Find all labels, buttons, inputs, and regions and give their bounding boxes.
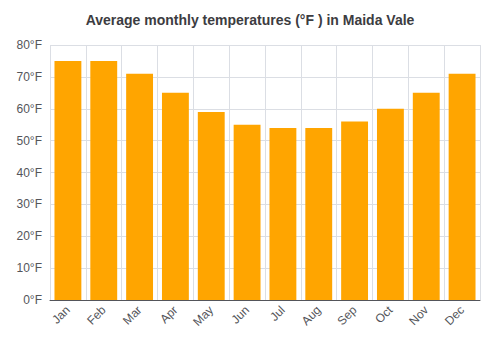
- svg-text:50°F: 50°F: [17, 134, 42, 148]
- svg-text:May: May: [190, 303, 216, 329]
- svg-text:Jun: Jun: [228, 303, 252, 327]
- svg-text:20°F: 20°F: [17, 229, 42, 243]
- svg-text:Jan: Jan: [49, 303, 73, 327]
- svg-text:Apr: Apr: [157, 303, 180, 326]
- svg-text:40°F: 40°F: [17, 166, 42, 180]
- svg-text:10°F: 10°F: [17, 261, 42, 275]
- svg-text:Oct: Oct: [372, 303, 396, 327]
- svg-text:Dec: Dec: [442, 303, 467, 328]
- svg-text:70°F: 70°F: [17, 70, 42, 84]
- svg-text:30°F: 30°F: [17, 197, 42, 211]
- svg-text:0°F: 0°F: [23, 293, 42, 307]
- svg-text:Mar: Mar: [120, 303, 145, 327]
- svg-text:Average monthly temperatures (: Average monthly temperatures (°F ) in Ma…: [86, 12, 415, 28]
- svg-text:Feb: Feb: [84, 303, 109, 328]
- svg-text:Aug: Aug: [299, 303, 324, 328]
- svg-text:Jul: Jul: [267, 303, 288, 324]
- svg-text:80°F: 80°F: [17, 38, 42, 52]
- svg-text:Sep: Sep: [335, 303, 360, 328]
- svg-text:60°F: 60°F: [17, 102, 42, 116]
- svg-text:Nov: Nov: [406, 303, 431, 328]
